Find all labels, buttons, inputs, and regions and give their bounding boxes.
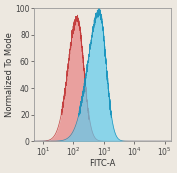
X-axis label: FITC-A: FITC-A: [89, 159, 116, 168]
Y-axis label: Normalized To Mode: Normalized To Mode: [5, 32, 14, 117]
